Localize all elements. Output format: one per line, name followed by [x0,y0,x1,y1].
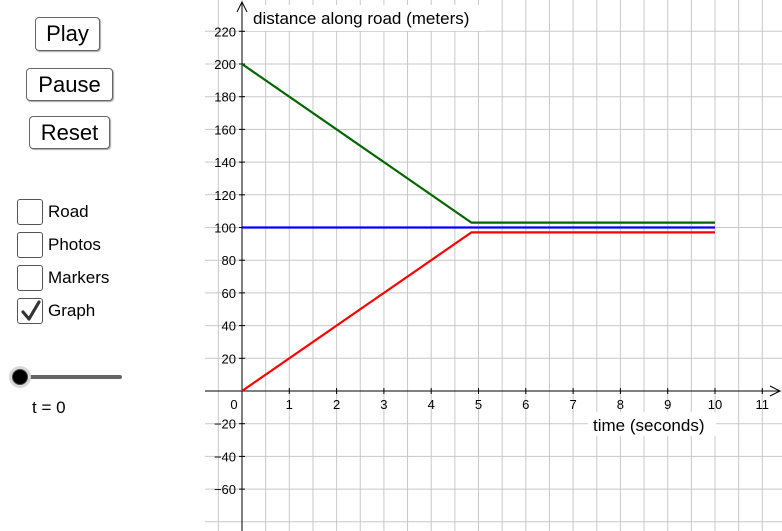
y-tick-label: −60 [214,482,236,497]
pause-button[interactable]: Pause [26,68,113,101]
y-tick-label: 60 [222,286,236,301]
road-checkbox[interactable] [17,199,43,225]
x-axis-label-background [588,412,716,436]
photos-checkbox-label: Photos [48,235,101,254]
series-line-0 [241,63,715,224]
x-tick-label: 5 [475,397,482,412]
checkbox-road-row[interactable]: Road [17,198,89,226]
play-button[interactable]: Play [35,17,100,51]
graph-checkbox[interactable] [17,298,43,324]
y-tick-label: −20 [214,417,236,432]
series-line-2 [241,231,715,392]
y-tick-label: 40 [222,319,236,334]
y-tick-label: 220 [214,24,236,39]
y-tick-label: 120 [214,188,236,203]
time-slider-label: t = 0 [32,398,66,417]
y-tick-label: 100 [214,221,236,236]
reset-button[interactable]: Reset [29,116,110,149]
y-axis-arrow [236,0,248,13]
y-tick-label: 160 [214,122,236,137]
x-tick-label: 6 [522,397,529,412]
y-tick-label: 180 [214,90,236,105]
x-tick-label: 10 [708,397,722,412]
checkbox-markers-row[interactable]: Markers [17,264,109,292]
y-axis-label: distance along road (meters) [253,9,469,28]
x-tick-label: 11 [756,397,770,412]
x-tick-label: 4 [428,397,435,412]
x-tick-label: 8 [617,397,624,412]
photos-checkbox[interactable] [17,232,43,258]
markers-checkbox[interactable] [17,265,43,291]
x-axis-label: time (seconds) [593,416,704,435]
x-tick-label: 7 [569,397,576,412]
checkmark-icon [21,300,41,321]
markers-checkbox-label: Markers [48,268,110,287]
x-axis-arrow [769,385,782,397]
y-tick-label: 200 [214,57,236,72]
y-tick-label: 140 [214,155,236,170]
graph-checkbox-label: Graph [48,301,96,320]
road-checkbox-label: Road [48,202,89,221]
time-slider-knob[interactable] [12,369,28,385]
x-tick-label: 2 [333,397,340,412]
y-tick-label: −40 [214,449,236,464]
y-tick-label: 80 [222,253,236,268]
checkbox-graph-row[interactable]: Graph [17,297,95,325]
x-tick-label: 1 [286,397,293,412]
x-tick-label: 9 [664,397,671,412]
x-tick-label: 3 [380,397,387,412]
x-tick-label: 0 [230,397,237,412]
y-tick-label: 20 [222,351,236,366]
y-axis-label-background [248,5,486,31]
checkbox-photos-row[interactable]: Photos [17,231,101,259]
time-slider-track[interactable] [20,375,122,379]
